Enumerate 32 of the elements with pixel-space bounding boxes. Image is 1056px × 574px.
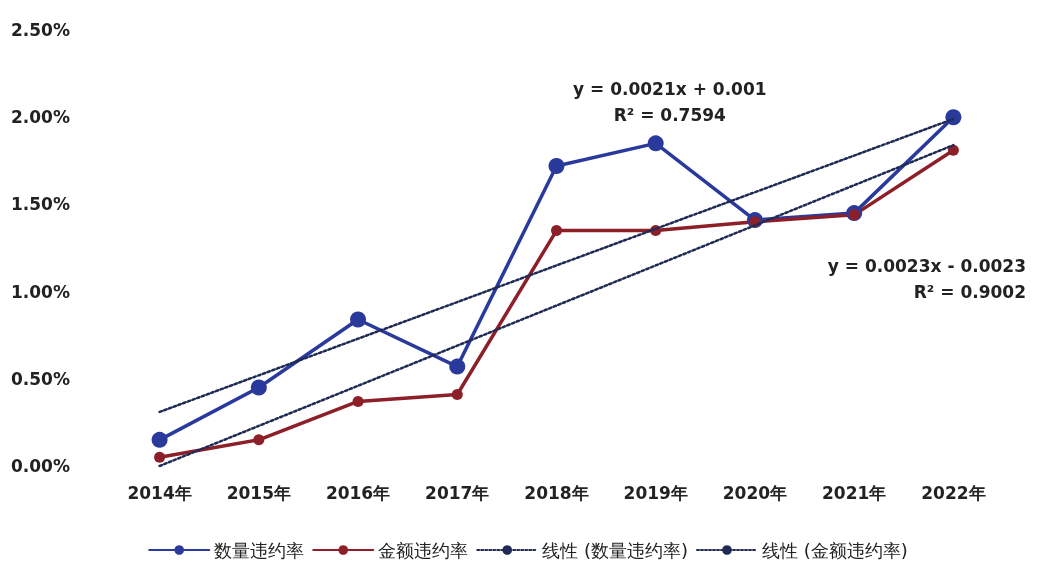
x-tick-label: 2022年 [921,482,986,503]
point [250,379,267,396]
x-tick-label: 2016年 [325,482,391,503]
annotation: y = 0.0021x + 0.001 R² = 0.7594 [572,79,767,125]
legend-label: 线性 (金额违约率) [762,539,908,561]
legend-label: 线性 (数量违约率) [542,539,689,561]
point [451,389,463,400]
point [151,431,168,448]
y-tick-label: 1.00% [10,281,70,302]
legend-label: 数量违约率 [214,539,305,561]
point [352,395,364,407]
point [551,225,562,237]
x-tick-label: 2014年 [127,482,192,503]
x-tick-label: 2018年 [524,482,589,503]
point [350,311,367,328]
y-tick-label: 0.00% [10,456,70,476]
x-tick-label: 2021年 [822,482,887,503]
x-tick-label: 2015年 [226,482,291,503]
point [647,135,664,152]
y-tick-label: 2.50% [10,20,70,40]
point [154,451,166,463]
y-tick-label: 1.50% [10,194,70,215]
x-tick-label: 2020年 [722,482,788,503]
point [548,158,565,175]
x-tick-label: 2019年 [623,482,688,503]
annotation: y = 0.0023x - 0.0023 R² = 0.9002 [827,256,1026,302]
point [253,434,265,446]
x-tick-label: 2017年 [425,482,490,503]
y-tick-label: 2.00% [10,107,70,128]
point [449,358,466,375]
y-tick-label: 0.50% [10,368,70,389]
legend-label: 金额违约率 [378,539,469,561]
